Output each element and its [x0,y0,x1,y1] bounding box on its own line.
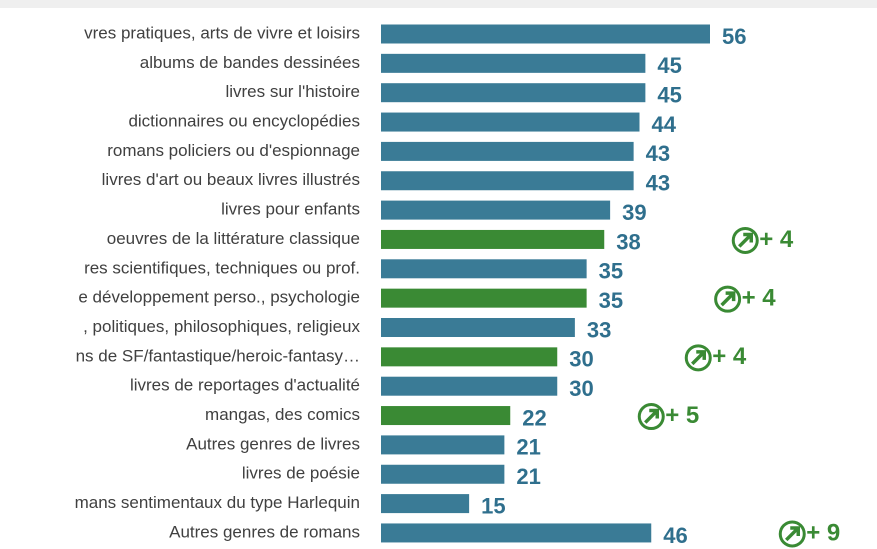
category-label: livres d'art ou beaux livres illustrés [102,170,360,189]
category-label: albums de bandes dessinées [140,53,360,72]
trend-icon [714,285,742,313]
bar [381,376,558,396]
bar [381,347,558,367]
category-label: ns de SF/fantastique/heroic-fantasy… [76,346,360,365]
value-label: 15 [481,493,505,518]
category-label: livres pour enfants [221,200,360,219]
trend-arrow [785,526,800,542]
bar [381,435,505,455]
bar [381,112,640,132]
value-label: 35 [599,288,623,313]
bar [381,288,587,308]
value-label: 44 [652,112,677,137]
value-label: 45 [657,53,681,78]
trend-icon [778,520,806,548]
category-label: romans policiers ou d'espionnage [107,141,360,160]
value-label: 39 [622,200,646,225]
change-label: + 4 [712,343,747,370]
category-label: Autres genres de romans [169,522,360,541]
bar [381,318,575,337]
category-label: livres sur l'histoire [225,82,360,101]
category-label: mans sentimentaux du type Harlequin [75,493,360,512]
bar [381,523,652,543]
trend-arrow [738,232,753,248]
category-label: res scientifiques, techniques ou prof. [84,258,360,277]
value-label: 33 [587,317,611,342]
bar [381,494,470,514]
value-label: 43 [646,171,670,196]
bar [381,406,511,426]
change-label: + 5 [665,402,699,429]
bar [381,141,634,161]
value-label: 21 [516,435,540,460]
trend-arrow [644,408,659,424]
bar [381,259,587,279]
value-label: 43 [646,141,670,166]
category-label: mangas, des comics [205,405,360,424]
bar [381,24,710,44]
change-label: + 4 [759,226,794,253]
category-label: Autres genres de livres [186,434,360,453]
trend-icon [731,226,759,254]
category-label: oeuvres de la littérature classique [107,229,360,248]
category-label: vres pratiques, arts de vivre et loisirs [84,23,360,42]
bar [381,53,646,73]
value-label: 21 [516,464,540,489]
bar [381,83,646,103]
bar [381,171,634,191]
value-label: 45 [657,83,681,108]
category-label: livres de reportages d'actualité [130,376,360,395]
value-label: 30 [569,347,593,372]
value-label: 38 [616,229,640,254]
value-label: 22 [522,405,546,430]
top-band [0,0,877,8]
value-label: 56 [722,24,746,49]
category-label: livres de poésie [242,464,360,483]
bar [381,200,611,220]
category-label: e développement perso., psychologie [78,288,360,307]
value-label: 46 [663,523,687,548]
bar [381,464,505,484]
value-label: 30 [569,376,593,401]
value-label: 35 [599,259,623,284]
change-label: + 4 [742,284,777,311]
category-label: , politiques, philosophiques, religieux [83,317,360,336]
trend-icon [684,344,712,372]
trend-arrow [720,291,736,307]
bar [381,229,605,249]
trend-arrow [691,350,706,366]
change-label: + 9 [806,519,840,546]
category-label: dictionnaires ou encyclopédies [128,112,360,131]
trend-icon [637,403,665,431]
